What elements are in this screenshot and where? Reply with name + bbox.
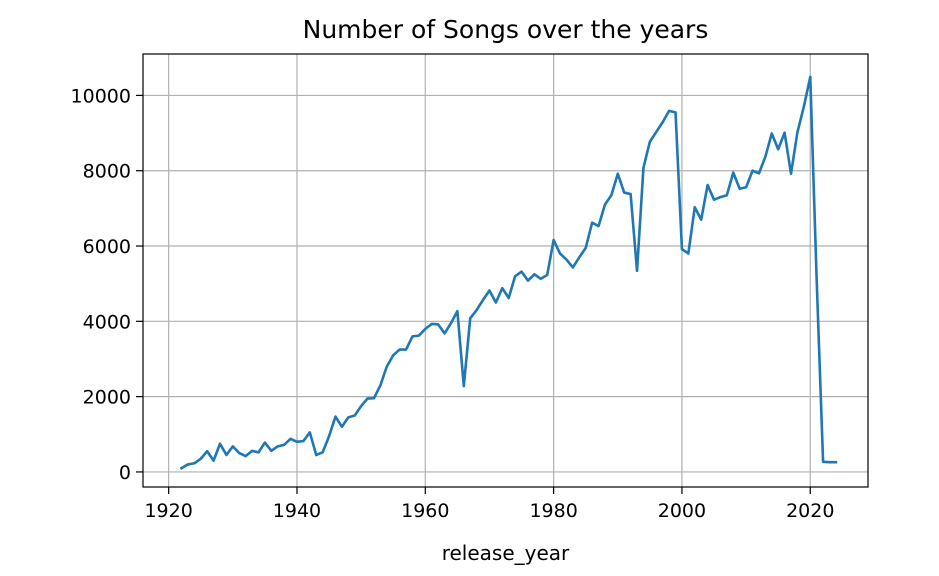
ticks: 1920 1940 1960 1980 2000 2020 0 2000 4000 6000 800…	[71, 85, 835, 522]
x-tick-label: 1960	[401, 500, 449, 522]
y-tick-label: 0	[119, 462, 131, 484]
y-tick-label: 8000	[83, 161, 131, 183]
x-tick-label: 2000	[658, 500, 706, 522]
grid	[143, 54, 868, 487]
series-line	[179, 75, 838, 470]
y-tick-label: 6000	[83, 236, 131, 258]
x-tick-label: 1980	[529, 500, 577, 522]
x-axis-label: release_year	[442, 541, 570, 565]
y-tick-label: 10000	[71, 85, 131, 107]
x-tick-label: 1920	[144, 500, 192, 522]
x-tick-label: 2020	[786, 500, 834, 522]
series-lines	[179, 75, 838, 470]
chart-title: Number of Songs over the years	[303, 15, 709, 44]
y-tick-label: 4000	[83, 311, 131, 333]
x-tick-label: 1940	[273, 500, 321, 522]
axes-frame	[142, 53, 869, 488]
y-tick-label: 2000	[83, 387, 131, 409]
